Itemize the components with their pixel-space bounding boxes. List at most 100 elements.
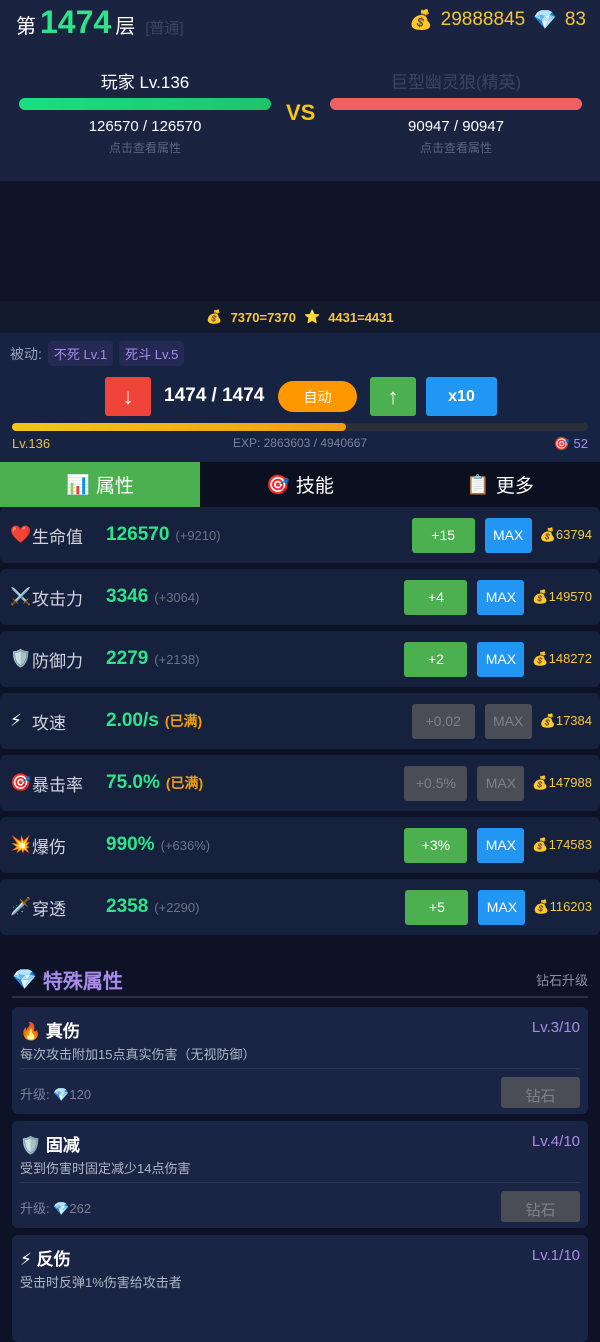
upgrade-cost: 💰147988 [532,775,592,791]
upgrade-button[interactable]: +5 [405,889,469,925]
upgrade-button[interactable]: +0.02 [411,703,475,739]
stat-value: 2279 [106,648,149,669]
player-hint: 点击查看属性 [108,141,181,155]
battle-scene [0,181,600,301]
stat-row: ⚡ 攻速 2.00/s (已满) +0.02 MAX 💰17384 [0,693,600,749]
cost-value: 174583 [548,837,592,852]
stat-row: ⚔️ 攻击力 3346 (+3064) +4 MAX 💰149570 [0,569,600,625]
max-button[interactable]: MAX [477,827,525,863]
stat-maxed-badge: (已满) [165,775,204,791]
money-bag-icon: 💰 [539,527,556,542]
stat-value: 990% [106,834,155,855]
target-icon: 🎯 [10,773,32,792]
stat-bonus: (+2138) [154,651,200,667]
player-level: Lv.136 [12,436,51,451]
cost-value: 148272 [548,651,592,666]
special-card: 🛡️ 固减 Lv.4/10 受到伤害时固定减少14点伤害 升级: 💎262 钻石 [12,1121,588,1228]
enemy-card[interactable]: 巨型幽灵狼(精英) 90947 / 90947 点击查看属性 [330,68,582,156]
upgrade-button[interactable]: +3% [404,827,468,863]
upgrade-button[interactable]: +4 [404,579,468,615]
cost-value: 147988 [548,775,592,790]
upgrade-cost: 💰174583 [532,837,592,853]
upgrade-button[interactable]: +0.5% [404,765,468,801]
passive-tag[interactable]: 不死 Lv.1 [47,341,114,366]
tab-label: 属性 [95,476,134,497]
exp-fill [12,423,347,431]
stat-maxed-badge: (已满) [164,713,203,729]
lightning-icon: ⚡ [10,711,22,730]
special-desc: 每次攻击附加15点真实伤害（无视防御） [20,1047,256,1062]
stat-value: 2.00/s [106,710,159,731]
auto-button[interactable]: 自动 [278,381,357,412]
reward-stars: 4431=4431 [328,309,394,325]
divider [20,1182,580,1183]
floor-suffix: 层 [115,16,136,38]
enemy-hp-bar [330,98,582,110]
stat-value: 2358 [106,896,149,917]
tab-label: 更多 [495,476,534,497]
special-desc: 受击时反弹1%伤害给攻击者 [20,1275,182,1290]
upgrade-button[interactable]: +15 [411,517,475,553]
stat-row: 💥 爆伤 990% (+636%) +3% MAX 💰174583 [0,817,600,873]
money-bag-icon: 💰 [539,713,556,728]
diamond-upgrade-button[interactable]: 钻石 [501,1077,580,1108]
stat-value: 3346 [106,586,149,607]
upgrade-cost: 💰148272 [532,651,592,667]
passive-tag[interactable]: 死斗 Lv.5 [119,341,185,366]
stat-bonus: (+9210) [175,527,221,543]
special-name-text: 真伤 [45,1022,80,1041]
cost-value: 63794 [555,527,592,542]
max-button[interactable]: MAX [477,579,525,615]
tab-bar: 📊 属性 🎯 技能 📋 更多 [0,462,600,507]
gem-icon: 💎 [12,968,37,991]
floor-up-button[interactable]: ↑ [370,377,416,416]
upgrade-button[interactable]: +2 [404,641,468,677]
dagger-icon: 🗡️ [10,897,32,916]
stat-label: 爆伤 [32,837,66,857]
stat-label: 生命值 [32,527,83,547]
max-button[interactable]: MAX [477,765,525,801]
stat-label: 暴击率 [32,775,83,795]
money-bag-icon: 💰 [532,651,549,666]
upgrade-cost: 💰17384 [540,713,592,729]
floor-progress: 1474 / 1474 [164,385,265,406]
special-level: Lv.4/10 [531,1133,580,1150]
passive-skills: 被动: 不死 Lv.1 死斗 Lv.5 [10,341,185,366]
heart-icon: ❤️ [10,525,32,544]
special-title: 特殊属性 [42,970,123,993]
gem-icon: 💎 [533,10,557,31]
tab-attributes[interactable]: 📊 属性 [0,462,200,507]
tab-skills[interactable]: 🎯 技能 [200,462,400,507]
max-button[interactable]: MAX [477,641,525,677]
special-level: Lv.1/10 [531,1247,580,1264]
special-cost: 升级: 💎120 [20,1087,92,1102]
money-bag-icon: 💰 [206,309,223,324]
chart-icon: 📊 [66,474,90,496]
multiplier-button[interactable]: x10 [426,377,497,416]
player-card[interactable]: 玩家 Lv.136 126570 / 126570 点击查看属性 [19,68,271,156]
stat-label: 攻速 [32,713,66,733]
upgrade-cost: 💰63794 [540,527,592,543]
floor-indicator: 第 1474 层 [普通] [16,4,184,41]
diamond-upgrade-button[interactable]: 钻石 [501,1191,580,1222]
stat-row: 🗡️ 穿透 2358 (+2290) +5 MAX 💰116203 [0,879,600,935]
passive-label: 被动: [10,345,42,362]
special-cost: 升级: 💎262 [20,1201,92,1216]
max-button[interactable]: MAX [484,517,532,553]
reward-gold: 7370=7370 [230,309,296,325]
stat-row: 🎯 暴击率 75.0% (已满) +0.5% MAX 💰147988 [0,755,600,811]
tab-more[interactable]: 📋 更多 [400,462,600,507]
max-button[interactable]: MAX [478,889,526,925]
max-button[interactable]: MAX [484,703,532,739]
stat-bonus: (+636%) [160,837,211,853]
floor-down-button[interactable]: ↓ [105,377,151,416]
clipboard-icon: 📋 [466,474,490,496]
cost-value: 149570 [548,589,592,604]
stat-value: 75.0% [106,772,160,793]
currency-display: 💰 29888845 💎 83 [409,8,586,32]
diamond-amount: 83 [564,9,586,30]
special-subtitle: 钻石升级 [535,972,588,988]
upgrade-cost: 💰116203 [533,899,592,915]
cost-value: 17384 [555,713,592,728]
cost-value: 116203 [549,899,592,914]
